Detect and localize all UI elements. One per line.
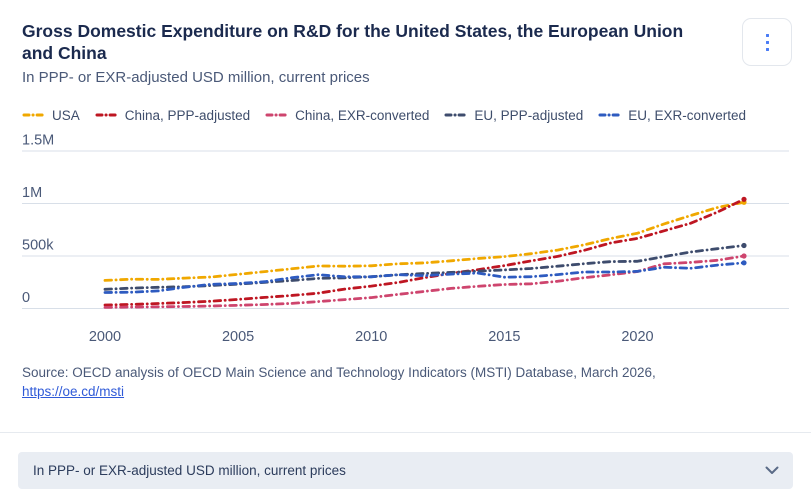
options-menu-button[interactable] (742, 18, 792, 66)
chart-subtitle: In PPP- or EXR-adjusted USD million, cur… (22, 69, 370, 86)
gridlines-and-y-axis: 0 500k 1M 1.5M (22, 133, 789, 309)
legend-label: EU, EXR-converted (628, 107, 747, 123)
dropdown-selected-value: In PPP- or EXR-adjusted USD million, cur… (33, 463, 346, 478)
y-tick-label: 1.5M (22, 133, 54, 149)
series-line-usa (103, 200, 746, 282)
legend-line-swatch (265, 113, 288, 117)
legend-item-eu-exr-converted[interactable]: EU, EXR-converted (598, 108, 746, 123)
kebab-menu-icon (765, 33, 769, 51)
legend-line-swatch (598, 113, 621, 117)
series-line-china-ppp-adjusted-endpoint (741, 196, 747, 202)
source-note: Source: OECD analysis of OECD Main Scien… (0, 363, 811, 401)
series-line-eu-ppp-adjusted-endpoint (741, 242, 747, 249)
legend-line-swatch (22, 113, 45, 117)
series-line-china-exr-converted-endpoint (741, 253, 747, 259)
legend-item-usa[interactable]: USA (22, 108, 80, 123)
series-line-china-exr-converted (103, 254, 746, 309)
series-line-eu-exr-converted-endpoint (741, 260, 747, 266)
x-tick-label: 2020 (621, 329, 653, 345)
x-tick-label: 2015 (488, 329, 520, 345)
legend-line-swatch (444, 113, 467, 117)
line-chart: 0 500k 1M 1.5M 2000 2005 2010 2015 2020 (22, 133, 789, 345)
legend-label: China, EXR-converted (295, 107, 430, 123)
legend-item-china-ppp-adjusted[interactable]: China, PPP-adjusted (95, 108, 250, 123)
y-tick-label: 500k (22, 238, 54, 254)
source-link[interactable]: https://oe.cd/msti (22, 384, 125, 399)
footer-divider (0, 432, 811, 433)
legend-label: USA (52, 107, 80, 123)
x-axis-labels: 2000 2005 2010 2015 2020 (89, 329, 654, 345)
y-tick-label: 0 (22, 290, 30, 306)
chart-title: Gross Domestic Expenditure on R&D for th… (22, 21, 684, 63)
x-tick-label: 2005 (222, 329, 254, 345)
measure-dropdown[interactable]: In PPP- or EXR-adjusted USD million, cur… (18, 452, 793, 489)
y-tick-label: 1M (22, 185, 42, 201)
legend-item-china-exr-converted[interactable]: China, EXR-converted (265, 108, 429, 123)
series-line-eu-ppp-adjusted (103, 244, 746, 291)
legend-label: China, PPP-adjusted (124, 107, 251, 123)
chart-area: 0 500k 1M 1.5M 2000 2005 2010 2015 2020 (0, 125, 811, 358)
x-tick-label: 2010 (355, 329, 387, 345)
legend-line-swatch (95, 113, 118, 117)
x-tick-label: 2000 (89, 329, 121, 345)
legend-item-eu-ppp-adjusted[interactable]: EU, PPP-adjusted (444, 108, 583, 123)
source-text: Source: OECD analysis of OECD Main Scien… (22, 365, 656, 380)
legend-label: EU, PPP-adjusted (474, 107, 584, 123)
chart-legend: USA China, PPP-adjusted China, EXR-convert… (0, 105, 811, 125)
series-line-eu-exr-converted (103, 261, 746, 294)
series-line-china-ppp-adjusted (103, 197, 746, 307)
chevron-down-icon (765, 466, 779, 474)
chart-header: Gross Domestic Expenditure on R&D for th… (0, 0, 811, 88)
